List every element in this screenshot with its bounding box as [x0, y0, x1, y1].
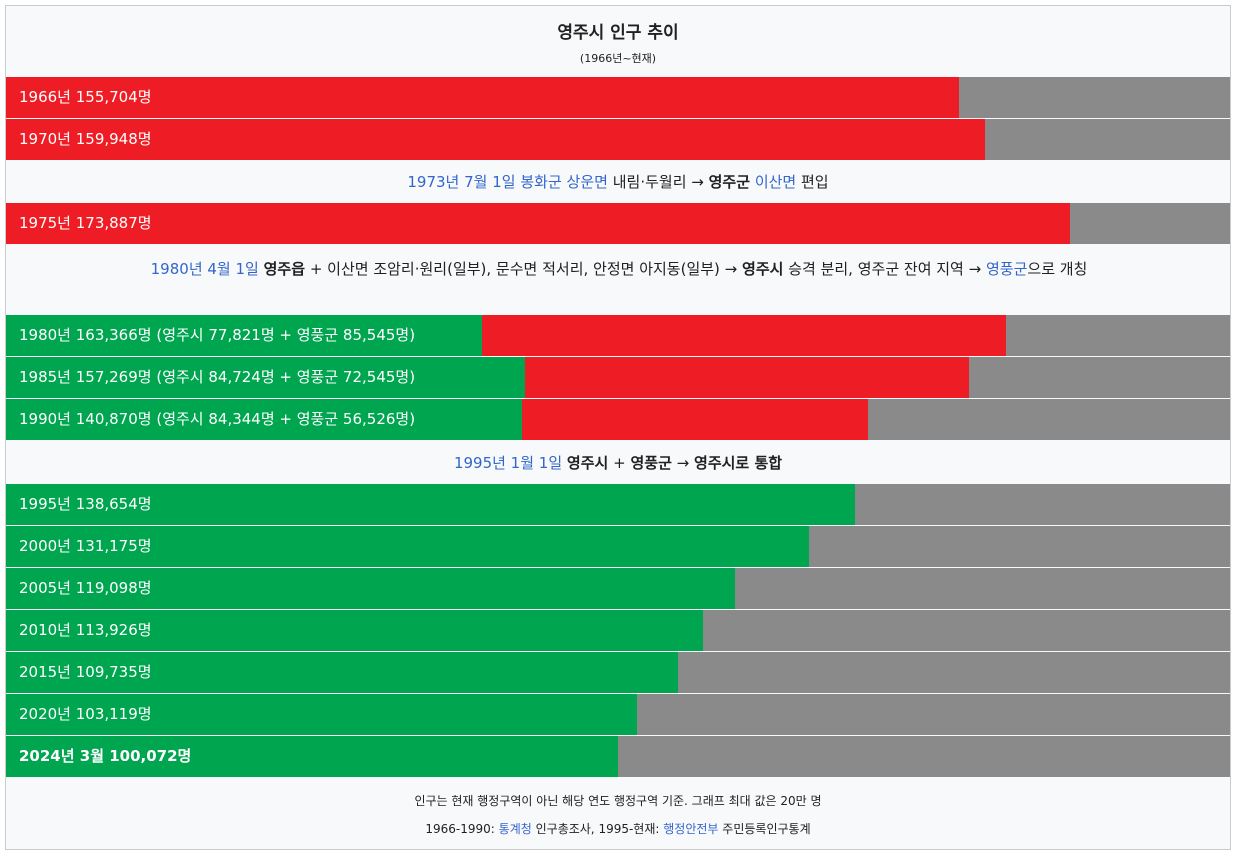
- note-1980-link[interactable]: 영풍군: [985, 260, 1028, 278]
- bar-label: 2005년 119,098명: [19, 579, 152, 597]
- note-1973-place1[interactable]: 봉화군: [520, 173, 562, 191]
- footer-link-ministry[interactable]: 행정안전부: [663, 822, 719, 836]
- note-1973: 1973년 7월 1일 봉화군 상운면 내림·두월리 → 영주군 이산면 편입: [6, 167, 1230, 197]
- bar-fill: [6, 484, 855, 525]
- note-1980-text2: 승격 분리, 영주군 잔여 지역 →: [788, 260, 982, 278]
- population-chart: 영주시 인구 추이 (1966년~현재) 1966년 155,704명 1970…: [5, 5, 1231, 850]
- footer-line2-a: 1966-1990:: [425, 822, 495, 836]
- bar-label: 1975년 173,887명: [19, 214, 152, 232]
- bar-label: 2024년 3월 100,072명: [19, 747, 192, 765]
- bar-2010: 2010년 113,926명: [6, 610, 1230, 651]
- note-1995-bold2: 영주시로 통합: [694, 454, 783, 472]
- bar-fill: [6, 526, 809, 567]
- bar-label: 2020년 103,119명: [19, 705, 152, 723]
- bar-1995: 1995년 138,654명: [6, 484, 1230, 525]
- bar-segment-yeongpung-county: [482, 315, 1006, 356]
- bar-fill: [6, 119, 985, 160]
- bar-label: 1995년 138,654명: [19, 495, 152, 513]
- bar-1985: 1985년 157,269명 (영주시 84,724명 + 영풍군 72,545…: [6, 357, 1230, 398]
- note-1980-text1: + 이산면 조암리·원리(일부), 문수면 적서리, 안정면 아지동(일부) →: [309, 260, 738, 278]
- bar-2000: 2000년 131,175명: [6, 526, 1230, 567]
- bar-segment-yeongju-city: [6, 357, 525, 398]
- chart-title: 영주시 인구 추이: [557, 23, 679, 43]
- note-1995: 1995년 1월 1일 영주시 + 영풍군 → 영주시로 통합: [6, 448, 1230, 478]
- note-1973-text2: 편입: [801, 173, 829, 191]
- footer-link-statistics[interactable]: 통계청: [498, 822, 532, 836]
- bar-2005: 2005년 119,098명: [6, 568, 1230, 609]
- bar-1980: 1980년 163,366명 (영주시 77,821명 + 영풍군 85,545…: [6, 315, 1230, 356]
- bar-2024: 2024년 3월 100,072명: [6, 736, 1230, 777]
- note-1995-text3: →: [676, 454, 690, 472]
- bar-label: 2000년 131,175명: [19, 537, 152, 555]
- bar-segment-yeongju-city: [6, 399, 522, 440]
- bar-segment-yeongpung-county: [522, 399, 868, 440]
- bar-fill: [6, 568, 735, 609]
- note-1973-date[interactable]: 1973년 7월 1일: [407, 173, 516, 191]
- note-1995-date[interactable]: 1995년 1월 1일: [453, 454, 563, 472]
- note-1995-text2: 영풍군: [630, 454, 672, 472]
- bar-fill: [6, 652, 678, 693]
- note-1980-date[interactable]: 1980년 4월 1일: [150, 260, 259, 278]
- note-1980-bold1: 영주읍: [263, 260, 306, 278]
- bar-2015: 2015년 109,735명: [6, 652, 1230, 693]
- bar-label: 1980년 163,366명 (영주시 77,821명 + 영풍군 85,545…: [19, 326, 416, 344]
- bar-1970: 1970년 159,948명: [6, 119, 1230, 160]
- note-1973-target: 영주군: [708, 173, 751, 191]
- note-1980: 1980년 4월 1일 영주읍 + 이산면 조암리·원리(일부), 문수면 적서…: [26, 254, 1212, 284]
- bar-segment-yeongju-city: [6, 315, 482, 356]
- bar-segment-yeongpung-county: [525, 357, 969, 398]
- footer-line2: 1966-1990: 통계청 인구총조사, 1995-현재: 행정안전부 주민등…: [6, 820, 1230, 837]
- footer-line2-b: 인구총조사, 1995-현재:: [535, 822, 660, 836]
- footer-line1: 인구는 현재 행정구역이 아닌 해당 연도 행정구역 기준. 그래프 최대 값은…: [414, 794, 822, 808]
- bar-fill: [6, 610, 703, 651]
- bar-1966: 1966년 155,704명: [6, 77, 1230, 118]
- footer-line2-c: 주민등록인구통계: [722, 822, 811, 836]
- note-1995-text1: +: [613, 454, 626, 472]
- bar-label: 1985년 157,269명 (영주시 84,724명 + 영풍군 72,545…: [19, 368, 416, 386]
- bar-fill: [6, 203, 1070, 244]
- note-1980-text3: 으로 개칭: [1027, 260, 1088, 278]
- bar-1990: 1990년 140,870명 (영주시 84,344명 + 영풍군 56,526…: [6, 399, 1230, 440]
- note-1980-bold2: 영주시: [742, 260, 784, 278]
- note-1973-place2[interactable]: 상운면: [566, 173, 608, 191]
- note-1973-place3[interactable]: 이산면: [754, 173, 797, 191]
- chart-subtitle: (1966년~현재): [579, 52, 657, 65]
- bar-fill: [6, 694, 637, 735]
- bar-label: 1970년 159,948명: [19, 130, 152, 148]
- bar-1975: 1975년 173,887명: [6, 203, 1230, 244]
- bar-label: 2015년 109,735명: [19, 663, 152, 681]
- bar-label: 1966년 155,704명: [19, 88, 152, 106]
- note-1995-bold1: 영주시: [566, 454, 609, 472]
- bar-2020: 2020년 103,119명: [6, 694, 1230, 735]
- bar-label: 1990년 140,870명 (영주시 84,344명 + 영풍군 56,526…: [19, 410, 416, 428]
- bar-fill: [6, 77, 959, 118]
- bar-fill: [6, 736, 618, 777]
- note-1973-text1: 내림·두월리 →: [612, 173, 704, 191]
- bar-label: 2010년 113,926명: [19, 621, 152, 639]
